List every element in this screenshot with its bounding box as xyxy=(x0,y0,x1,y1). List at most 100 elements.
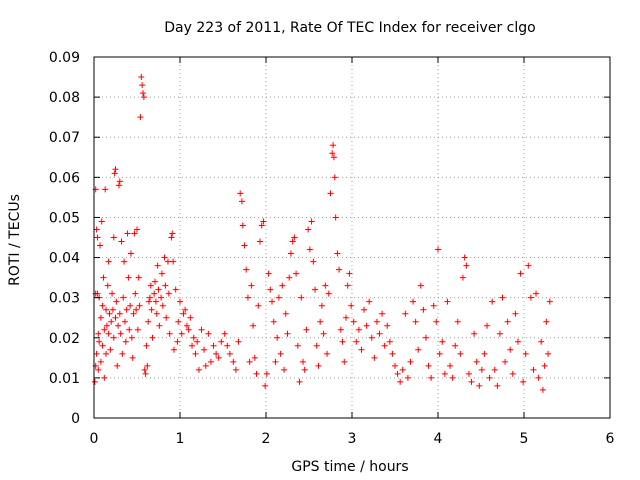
data-point xyxy=(195,366,202,373)
y-tick-label: 0.07 xyxy=(49,130,80,146)
data-point xyxy=(545,350,552,357)
data-point xyxy=(110,234,117,241)
data-point xyxy=(185,326,192,333)
data-point xyxy=(94,290,101,297)
data-point xyxy=(336,266,343,273)
data-point xyxy=(447,362,454,369)
y-tick-labels: 0 0.01 0.02 0.03 0.04 0.05 0.06 0.07 0.08 0.09 xyxy=(49,50,80,427)
data-point xyxy=(525,262,532,269)
data-point xyxy=(250,322,257,329)
data-point xyxy=(436,350,443,357)
data-point xyxy=(111,170,118,177)
data-point xyxy=(538,338,545,345)
data-point xyxy=(543,318,550,325)
data-point xyxy=(522,350,529,357)
data-point xyxy=(376,330,383,337)
data-point xyxy=(210,342,217,349)
data-point xyxy=(103,306,110,313)
data-point xyxy=(170,258,177,265)
data-point xyxy=(115,182,122,189)
data-point xyxy=(226,350,233,357)
data-point xyxy=(286,274,293,281)
data-point xyxy=(105,258,112,265)
data-point xyxy=(320,330,327,337)
data-point xyxy=(439,338,446,345)
data-point xyxy=(132,290,139,297)
data-point xyxy=(350,318,357,325)
data-point xyxy=(194,338,201,345)
data-point xyxy=(527,294,534,301)
data-point xyxy=(384,322,391,329)
data-point xyxy=(341,358,348,365)
data-point xyxy=(478,366,485,373)
data-point xyxy=(277,350,284,357)
data-point xyxy=(412,318,419,325)
data-point xyxy=(463,262,470,269)
y-tick-label: 0.04 xyxy=(49,251,80,267)
data-point xyxy=(205,330,212,337)
data-point xyxy=(103,350,110,357)
data-point xyxy=(392,362,398,369)
data-point xyxy=(113,298,120,305)
data-point xyxy=(237,190,244,197)
data-point xyxy=(318,302,325,309)
data-point xyxy=(207,358,214,365)
data-point xyxy=(102,186,109,193)
data-point xyxy=(180,310,187,317)
data-point xyxy=(224,342,231,349)
data-point xyxy=(138,74,145,81)
data-point xyxy=(293,270,300,277)
data-point xyxy=(139,82,146,89)
data-point xyxy=(533,290,540,297)
data-point xyxy=(507,346,514,353)
data-point xyxy=(232,366,239,373)
data-point xyxy=(140,94,147,101)
data-point xyxy=(397,378,404,385)
data-point xyxy=(491,366,498,373)
data-point xyxy=(337,326,344,333)
data-point xyxy=(246,358,253,365)
data-point xyxy=(125,274,132,281)
data-point xyxy=(168,234,175,241)
data-point xyxy=(489,298,496,305)
data-point xyxy=(118,238,125,245)
data-point xyxy=(379,310,386,317)
data-point xyxy=(322,282,329,289)
data-point xyxy=(258,222,265,229)
data-point xyxy=(94,234,101,241)
data-point xyxy=(363,322,370,329)
x-tick-label: 4 xyxy=(434,431,443,447)
data-point xyxy=(520,378,527,385)
x-tick-label: 6 xyxy=(606,431,615,447)
data-point xyxy=(127,302,134,309)
y-tick-label: 0.09 xyxy=(49,50,80,66)
y-tick-label: 0.08 xyxy=(49,90,80,106)
data-point xyxy=(272,358,279,365)
data-point xyxy=(112,314,119,321)
data-point xyxy=(122,338,129,345)
data-point xyxy=(91,378,98,385)
data-point xyxy=(417,282,424,289)
data-point xyxy=(95,366,102,373)
data-point xyxy=(172,286,179,293)
data-point xyxy=(339,338,346,345)
data-point xyxy=(267,286,274,293)
data-point xyxy=(269,298,276,305)
data-point xyxy=(124,230,131,237)
data-point xyxy=(441,370,448,377)
data-point xyxy=(329,150,336,157)
data-point xyxy=(182,306,189,313)
data-point xyxy=(130,310,137,317)
data-point xyxy=(332,214,339,221)
data-point xyxy=(287,250,294,257)
data-point xyxy=(93,350,100,357)
x-tick-label: 1 xyxy=(176,431,185,447)
data-point xyxy=(253,370,260,377)
data-point xyxy=(162,282,169,289)
data-point xyxy=(294,342,301,349)
data-point xyxy=(127,250,134,257)
data-point xyxy=(452,342,459,349)
chart-title: Day 223 of 2011, Rate Of TEC Index for r… xyxy=(164,20,535,36)
data-point xyxy=(476,382,483,389)
data-point xyxy=(251,354,258,361)
